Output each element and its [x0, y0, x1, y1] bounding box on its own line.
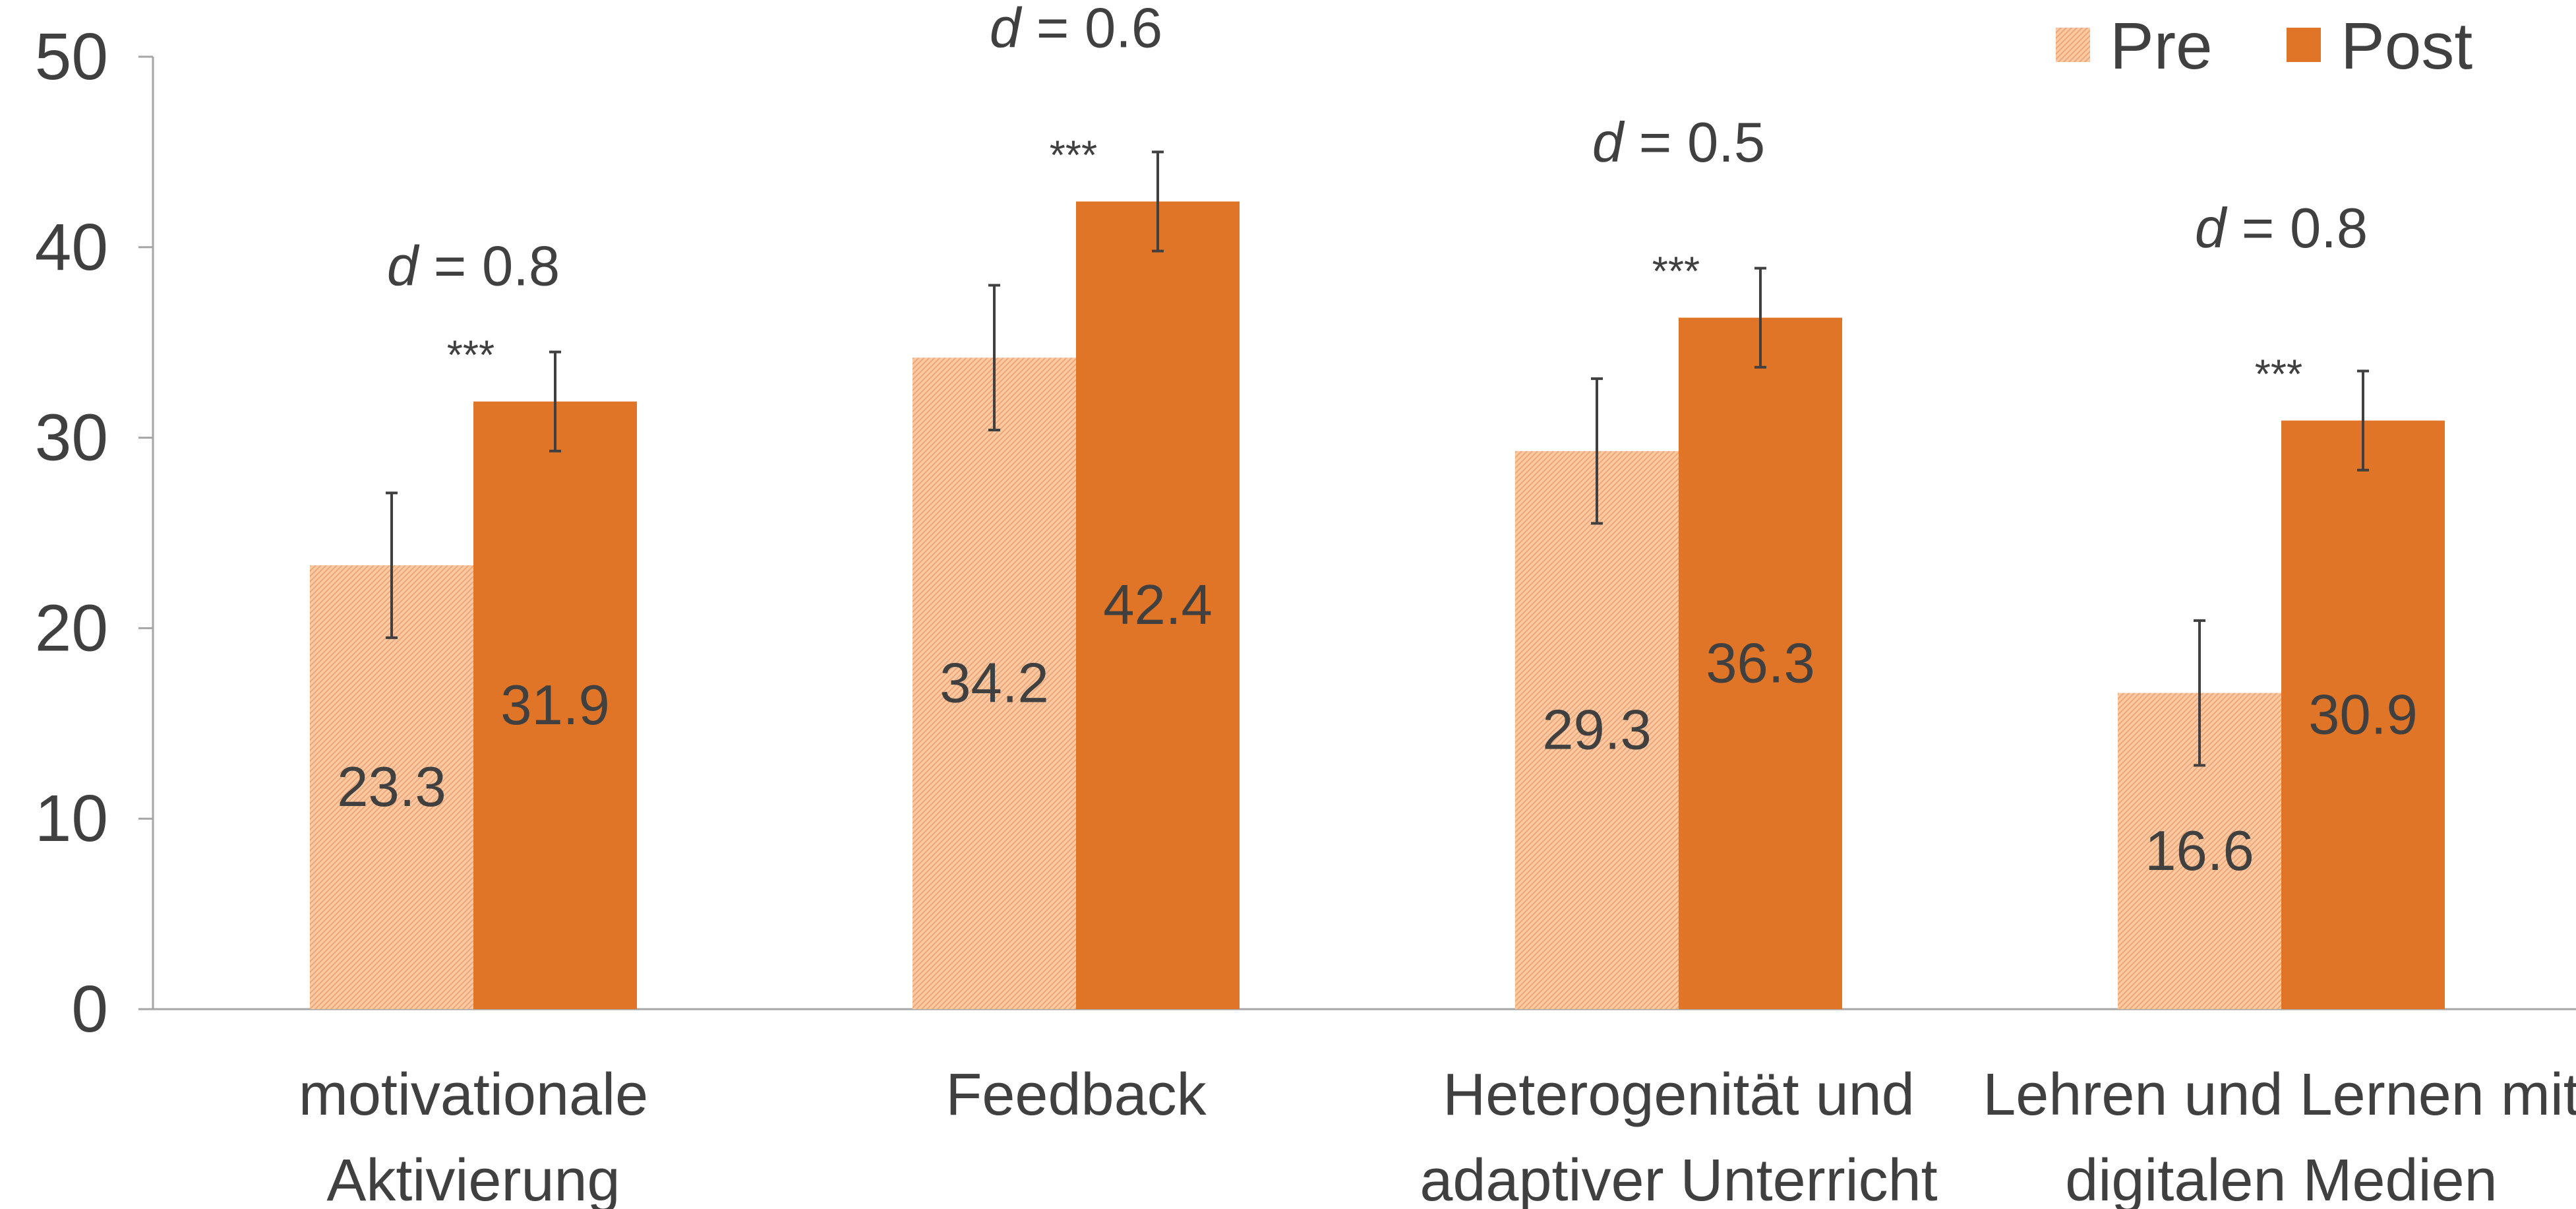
effect-size-value: = 0.5 [1623, 111, 1765, 173]
bar-post [473, 401, 637, 1009]
data-label-post: 31.9 [500, 674, 609, 737]
data-label-pre: 23.3 [337, 756, 446, 819]
y-tick-label: 50 [35, 20, 108, 94]
legend-label: Post [2341, 9, 2472, 83]
effect-size-value: = 0.6 [1021, 0, 1162, 59]
category-label: motivationale [299, 1062, 648, 1128]
bar-pre [913, 357, 1076, 1009]
legend-swatch [2056, 28, 2090, 62]
significance-marker: *** [447, 333, 494, 379]
effect-size-label: d = 0.6 [990, 0, 1162, 59]
bar-post [2281, 420, 2445, 1009]
category-label: digitalen Medien [2065, 1148, 2497, 1209]
effect-size-label: d = 0.8 [2195, 197, 2368, 259]
data-label-post: 30.9 [2308, 683, 2417, 746]
data-label-post: 42.4 [1103, 574, 1212, 636]
data-label-pre: 29.3 [1542, 698, 1651, 761]
effect-size-symbol: d [387, 235, 420, 297]
data-label-post: 36.3 [1706, 632, 1814, 695]
y-tick-label: 40 [35, 210, 108, 284]
bar-pre [310, 565, 473, 1009]
effect-size-symbol: d [990, 0, 1023, 59]
significance-marker: *** [1050, 133, 1097, 178]
legend-swatch [2287, 28, 2321, 62]
effect-size-label: d = 0.5 [1592, 111, 1765, 173]
y-tick-label: 0 [71, 972, 108, 1046]
category-label: Lehren und Lernen mit [1983, 1062, 2576, 1128]
effect-size-symbol: d [2195, 197, 2228, 259]
y-tick-label: 10 [35, 782, 108, 855]
effect-size-value: = 0.8 [2226, 197, 2368, 259]
bar-pre [1515, 450, 1679, 1009]
category-label: adaptiver Unterricht [1420, 1148, 1937, 1209]
significance-marker: *** [1652, 249, 1700, 295]
bar-post [1679, 317, 1842, 1009]
bar-post [1076, 201, 1240, 1009]
legend-label: Pre [2110, 9, 2213, 83]
effect-size-symbol: d [1592, 111, 1625, 173]
significance-marker: *** [2255, 352, 2302, 398]
category-label: Heterogenität und [1443, 1062, 1915, 1128]
category-label: Aktivierung [326, 1148, 620, 1209]
data-label-pre: 16.6 [2145, 820, 2254, 883]
y-tick-label: 30 [35, 401, 108, 475]
effect-size-label: d = 0.8 [387, 235, 560, 297]
effect-size-value: = 0.8 [418, 235, 560, 297]
category-label: Feedback [945, 1062, 1207, 1128]
data-label-pre: 34.2 [940, 652, 1048, 715]
y-tick-label: 20 [35, 591, 108, 665]
